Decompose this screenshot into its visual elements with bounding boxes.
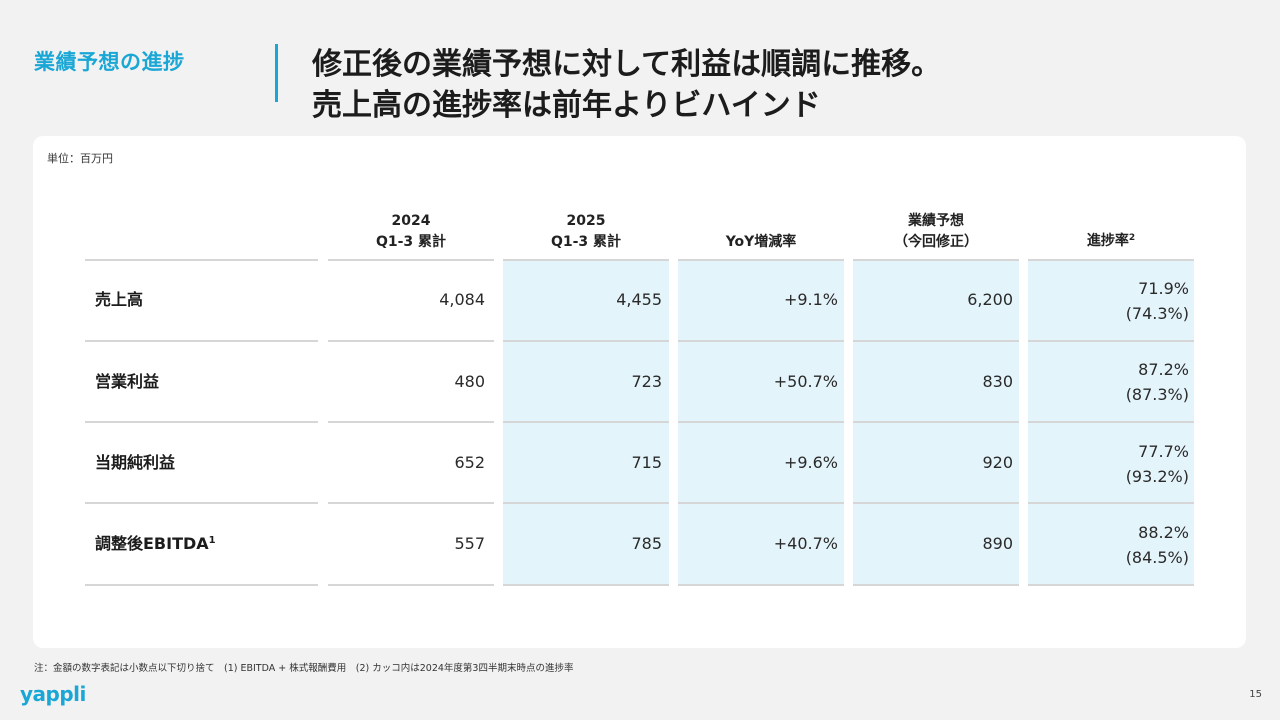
table-rule bbox=[678, 259, 844, 261]
cell-net-income-forecast: 920 bbox=[982, 453, 1013, 472]
cell-net-income-2024: 652 bbox=[454, 453, 485, 472]
table-rule bbox=[503, 340, 669, 342]
cell-revenue-forecast: 6,200 bbox=[967, 290, 1013, 309]
cell-ebitda-2025: 785 bbox=[631, 534, 662, 553]
table-rule bbox=[678, 584, 844, 586]
table-rule bbox=[85, 584, 318, 586]
page-number: 15 bbox=[1249, 689, 1262, 700]
cell-net-income-progress: 77.7% (93.2%) bbox=[1125, 442, 1189, 486]
header-divider bbox=[275, 44, 278, 102]
cell-revenue-2024: 4,084 bbox=[439, 290, 485, 309]
table-rule bbox=[1028, 259, 1194, 261]
page-title: 修正後の業績予想に対して利益は順調に推移。 売上高の進捗率は前年よりビハインド bbox=[312, 44, 941, 126]
cell-operating-profit-forecast: 830 bbox=[982, 372, 1013, 391]
table-rule bbox=[328, 502, 494, 504]
cell-net-income-yoy: +9.6% bbox=[783, 453, 838, 472]
headline-line-2: 売上高の進捗率は前年よりビハインド bbox=[312, 88, 821, 123]
brand-logo: yappli bbox=[20, 682, 86, 706]
table-rule bbox=[853, 421, 1019, 423]
cell-revenue-2025: 4,455 bbox=[616, 290, 662, 309]
table-rule bbox=[503, 259, 669, 261]
table-rule bbox=[1028, 584, 1194, 586]
row-label-revenue: 売上高 bbox=[95, 290, 144, 309]
table-rule bbox=[853, 502, 1019, 504]
table-rule bbox=[328, 584, 494, 586]
column-header-yoy: YoY増減率 bbox=[725, 233, 797, 250]
table-rule bbox=[503, 584, 669, 586]
table-rule bbox=[328, 421, 494, 423]
table-rule bbox=[853, 340, 1019, 342]
headline-line-1: 修正後の業績予想に対して利益は順調に推移。 bbox=[312, 47, 942, 82]
row-label-net-income: 当期純利益 bbox=[95, 453, 176, 472]
column-header-forecast: 業績予想 （今回修正） bbox=[894, 213, 978, 250]
column-header-2025: 2025 Q1-3 累計 bbox=[550, 213, 622, 250]
table-rule bbox=[503, 421, 669, 423]
cell-operating-profit-2024: 480 bbox=[454, 372, 485, 391]
table-rule bbox=[678, 421, 844, 423]
cell-ebitda-forecast: 890 bbox=[982, 534, 1013, 553]
column-header-2024: 2024 Q1-3 累計 bbox=[375, 213, 447, 250]
row-label-operating-profit: 営業利益 bbox=[95, 372, 160, 391]
table-rule bbox=[328, 340, 494, 342]
table-rule bbox=[678, 340, 844, 342]
cell-net-income-2025: 715 bbox=[631, 453, 662, 472]
table-rule bbox=[85, 259, 318, 261]
table-rule bbox=[1028, 340, 1194, 342]
row-label-adjusted-ebitda: 調整後EBITDA1 bbox=[95, 534, 216, 553]
footnote: 注：金額の数字表記は小数点以下切り捨て (1) EBITDA + 株式報酬費用 … bbox=[34, 663, 574, 674]
table-rule bbox=[678, 502, 844, 504]
table-rule bbox=[85, 340, 318, 342]
cell-revenue-progress: 71.9% (74.3%) bbox=[1125, 279, 1189, 323]
table-rule bbox=[85, 502, 318, 504]
table-rule bbox=[328, 259, 494, 261]
unit-note: 単位：百万円 bbox=[47, 152, 113, 165]
cell-revenue-yoy: +9.1% bbox=[783, 290, 838, 309]
section-label: 業績予想の進捗 bbox=[34, 50, 185, 74]
table-rule bbox=[853, 584, 1019, 586]
cell-ebitda-progress: 88.2% (84.5%) bbox=[1125, 523, 1189, 567]
table-rule bbox=[1028, 502, 1194, 504]
cell-ebitda-yoy: +40.7% bbox=[773, 534, 838, 553]
cell-operating-profit-yoy: +50.7% bbox=[773, 372, 838, 391]
cell-operating-profit-2025: 723 bbox=[631, 372, 662, 391]
cell-ebitda-2024: 557 bbox=[454, 534, 485, 553]
cell-operating-profit-progress: 87.2% (87.3%) bbox=[1125, 360, 1189, 404]
table-rule bbox=[853, 259, 1019, 261]
column-header-progress: 進捗率2 bbox=[1086, 232, 1136, 249]
table-rule bbox=[503, 502, 669, 504]
table-rule bbox=[85, 421, 318, 423]
table-rule bbox=[1028, 421, 1194, 423]
